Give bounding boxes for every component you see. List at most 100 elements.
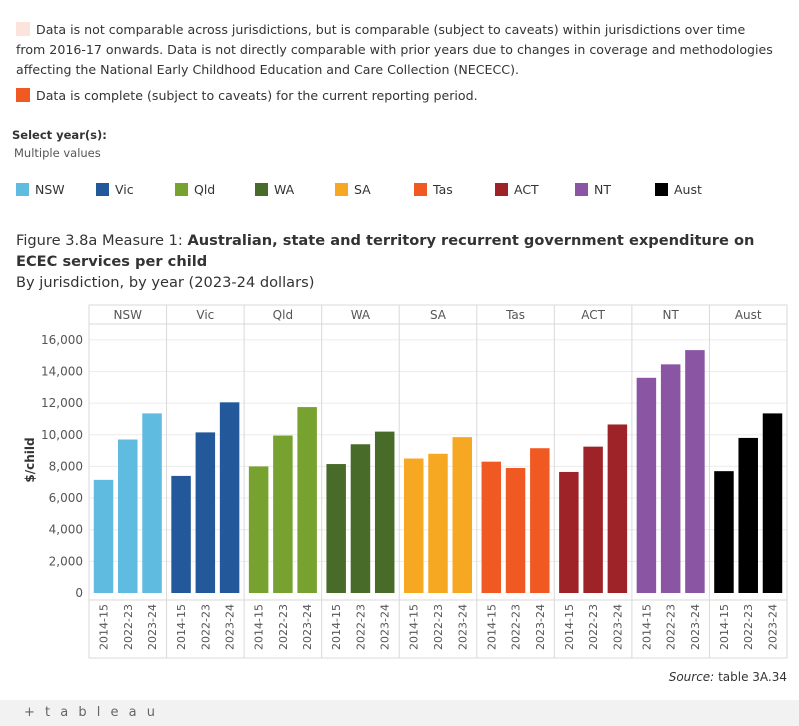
x-tick-label: 2023-24 xyxy=(224,604,237,650)
legend-item-nsw[interactable]: NSW xyxy=(16,182,65,197)
legend-item-sa[interactable]: SA xyxy=(335,182,371,197)
panel-header-qld: Qld xyxy=(273,308,293,322)
bar-vic-2014-15 xyxy=(171,475,191,593)
x-tick-label: 2022-23 xyxy=(277,604,290,650)
x-tick-label: 2023-24 xyxy=(611,604,624,650)
bar-aust-2023-24 xyxy=(762,413,783,593)
legend-swatch xyxy=(96,183,109,196)
legend-swatch xyxy=(255,183,268,196)
legend-swatch xyxy=(175,183,188,196)
footer-bar: + t a b l e a u xyxy=(0,700,799,726)
legend-item-vic[interactable]: Vic xyxy=(96,182,134,197)
legend-label: Tas xyxy=(433,182,453,197)
x-tick-label: 2014-15 xyxy=(640,604,653,650)
legend-item-act[interactable]: ACT xyxy=(495,182,539,197)
bar-nsw-2023-24 xyxy=(142,413,162,593)
bar-sa-2023-24 xyxy=(452,437,473,593)
bar-act-2023-24 xyxy=(607,424,628,593)
legend-swatch xyxy=(495,183,508,196)
x-tick-label: 2014-15 xyxy=(408,604,421,650)
legend-item-nt[interactable]: NT xyxy=(575,182,611,197)
y-tick-label: 10,000 xyxy=(41,428,83,442)
panel-header-nt: NT xyxy=(663,308,680,322)
bar-act-2014-15 xyxy=(559,471,579,593)
bar-aust-2014-15 xyxy=(714,471,734,593)
panel-header-sa: SA xyxy=(430,308,447,322)
bar-act-2022-23 xyxy=(583,446,603,593)
bar-wa-2023-24 xyxy=(374,431,395,593)
x-tick-label: 2022-23 xyxy=(199,604,212,650)
bar-nsw-2022-23 xyxy=(118,439,138,593)
bar-tas-2023-24 xyxy=(530,448,550,593)
y-tick-label: 0 xyxy=(75,586,83,600)
legend-swatch xyxy=(575,183,588,196)
x-tick-label: 2023-24 xyxy=(456,604,469,650)
legend-item-qld[interactable]: Qld xyxy=(175,182,215,197)
legend-item-aust[interactable]: Aust xyxy=(655,182,702,197)
source-text: table 3A.34 xyxy=(718,670,787,684)
y-tick-label: 14,000 xyxy=(41,364,83,378)
year-filter-value[interactable]: Multiple values xyxy=(14,146,101,160)
legend-label: SA xyxy=(354,182,371,197)
panel-header-act: ACT xyxy=(581,308,605,322)
legend-item-tas[interactable]: Tas xyxy=(414,182,453,197)
legend-swatch xyxy=(16,183,29,196)
legend-item-wa[interactable]: WA xyxy=(255,182,294,197)
note-complete: Data is complete (subject to caveats) fo… xyxy=(16,86,478,106)
y-tick-label: 2,000 xyxy=(49,554,83,568)
panel-header-aust: Aust xyxy=(735,308,762,322)
bar-sa-2014-15 xyxy=(403,458,424,593)
x-tick-label: 2014-15 xyxy=(485,604,498,650)
note-not-comparable-text: Data is not comparable across jurisdicti… xyxy=(16,22,773,77)
bar-vic-2023-24 xyxy=(219,402,240,593)
x-tick-label: 2014-15 xyxy=(175,604,188,650)
not-comparable-swatch xyxy=(16,22,30,36)
x-tick-label: 2023-24 xyxy=(766,604,779,650)
x-tick-label: 2014-15 xyxy=(98,604,111,650)
x-tick-label: 2022-23 xyxy=(122,604,135,650)
x-tick-label: 2023-24 xyxy=(379,604,392,650)
x-tick-label: 2023-24 xyxy=(534,604,547,650)
panel-header-nsw: NSW xyxy=(114,308,143,322)
bar-qld-2022-23 xyxy=(273,435,293,593)
x-tick-label: 2023-24 xyxy=(146,604,159,650)
x-tick-label: 2023-24 xyxy=(689,604,702,650)
bar-nt-2022-23 xyxy=(660,364,681,593)
bar-wa-2014-15 xyxy=(326,464,346,593)
tableau-logo[interactable]: + t a b l e a u xyxy=(24,705,158,720)
x-tick-label: 2022-23 xyxy=(510,604,523,650)
bar-nsw-2014-15 xyxy=(93,479,114,593)
legend-swatch xyxy=(335,183,348,196)
x-tick-label: 2022-23 xyxy=(742,604,755,650)
legend-swatch xyxy=(655,183,668,196)
y-axis-label: $/child xyxy=(23,437,37,482)
panel-header-wa: WA xyxy=(351,308,371,322)
legend-swatch xyxy=(414,183,427,196)
bar-nt-2014-15 xyxy=(636,377,657,593)
y-tick-label: 8,000 xyxy=(49,459,83,473)
figure-title-text: Australian, state and territory recurren… xyxy=(16,232,755,270)
x-tick-label: 2022-23 xyxy=(587,604,600,650)
bar-qld-2023-24 xyxy=(297,407,317,593)
legend-label: Aust xyxy=(674,182,702,197)
x-tick-label: 2014-15 xyxy=(330,604,343,650)
y-tick-label: 16,000 xyxy=(41,333,83,347)
figure-title: Figure 3.8a Measure 1: Australian, state… xyxy=(16,230,786,272)
source-note: Source: table 3A.34 xyxy=(669,670,787,684)
source-label: Source: xyxy=(668,670,715,684)
bar-wa-2022-23 xyxy=(350,444,371,593)
year-filter-title: Select year(s): xyxy=(12,128,107,142)
bar-vic-2022-23 xyxy=(195,432,216,593)
bar-sa-2022-23 xyxy=(428,453,448,593)
note-not-comparable: Data is not comparable across jurisdicti… xyxy=(16,20,776,80)
x-tick-label: 2023-24 xyxy=(301,604,314,650)
x-tick-label: 2014-15 xyxy=(563,604,576,650)
bar-chart: 0 2,000 4,000 6,000 8,000 10,000 12,000 14,000 1… xyxy=(23,304,788,659)
figure-prefix: Figure 3.8a Measure 1: xyxy=(16,232,188,249)
note-complete-text: Data is complete (subject to caveats) fo… xyxy=(36,88,478,103)
y-tick-label: 12,000 xyxy=(41,396,83,410)
x-tick-label: 2022-23 xyxy=(354,604,367,650)
bar-tas-2022-23 xyxy=(505,467,526,593)
x-tick-label: 2022-23 xyxy=(432,604,445,650)
legend-label: NT xyxy=(594,182,611,197)
